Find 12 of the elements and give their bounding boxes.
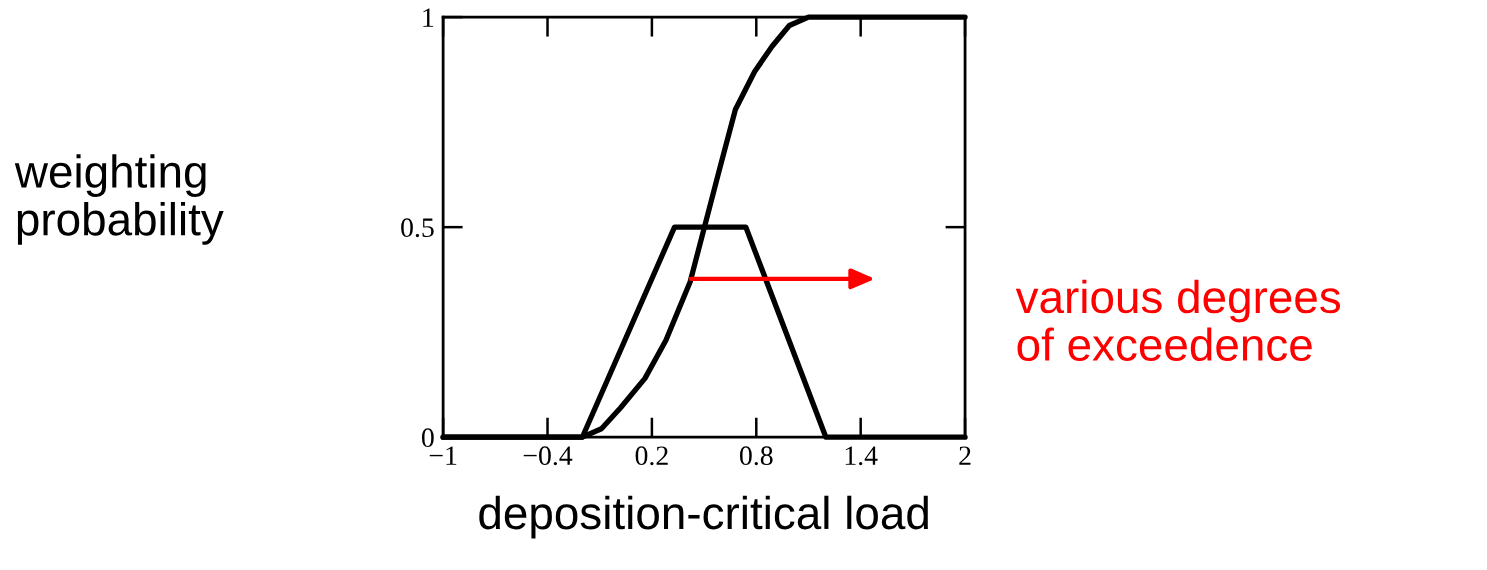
text: various degrees of exceedence [1015, 279, 1341, 362]
x-tick-label: 0.8 [739, 446, 773, 466]
x-tick-label: 0.2 [635, 446, 668, 466]
x-tick-label: 1.4 [845, 446, 878, 466]
x-tick-label: −1 [429, 446, 457, 465]
x-tick-label: −0.4 [523, 446, 573, 466]
x-tick-label: 2 [959, 446, 971, 465]
x-axis-title: deposition-critical load [479, 495, 928, 539]
y-axis-title: weighting probability [14, 154, 224, 245]
y-tick-label: 0 [421, 428, 434, 448]
y-tick-label: 0.5 [401, 218, 434, 238]
y-tick-label: 1 [423, 8, 434, 27]
